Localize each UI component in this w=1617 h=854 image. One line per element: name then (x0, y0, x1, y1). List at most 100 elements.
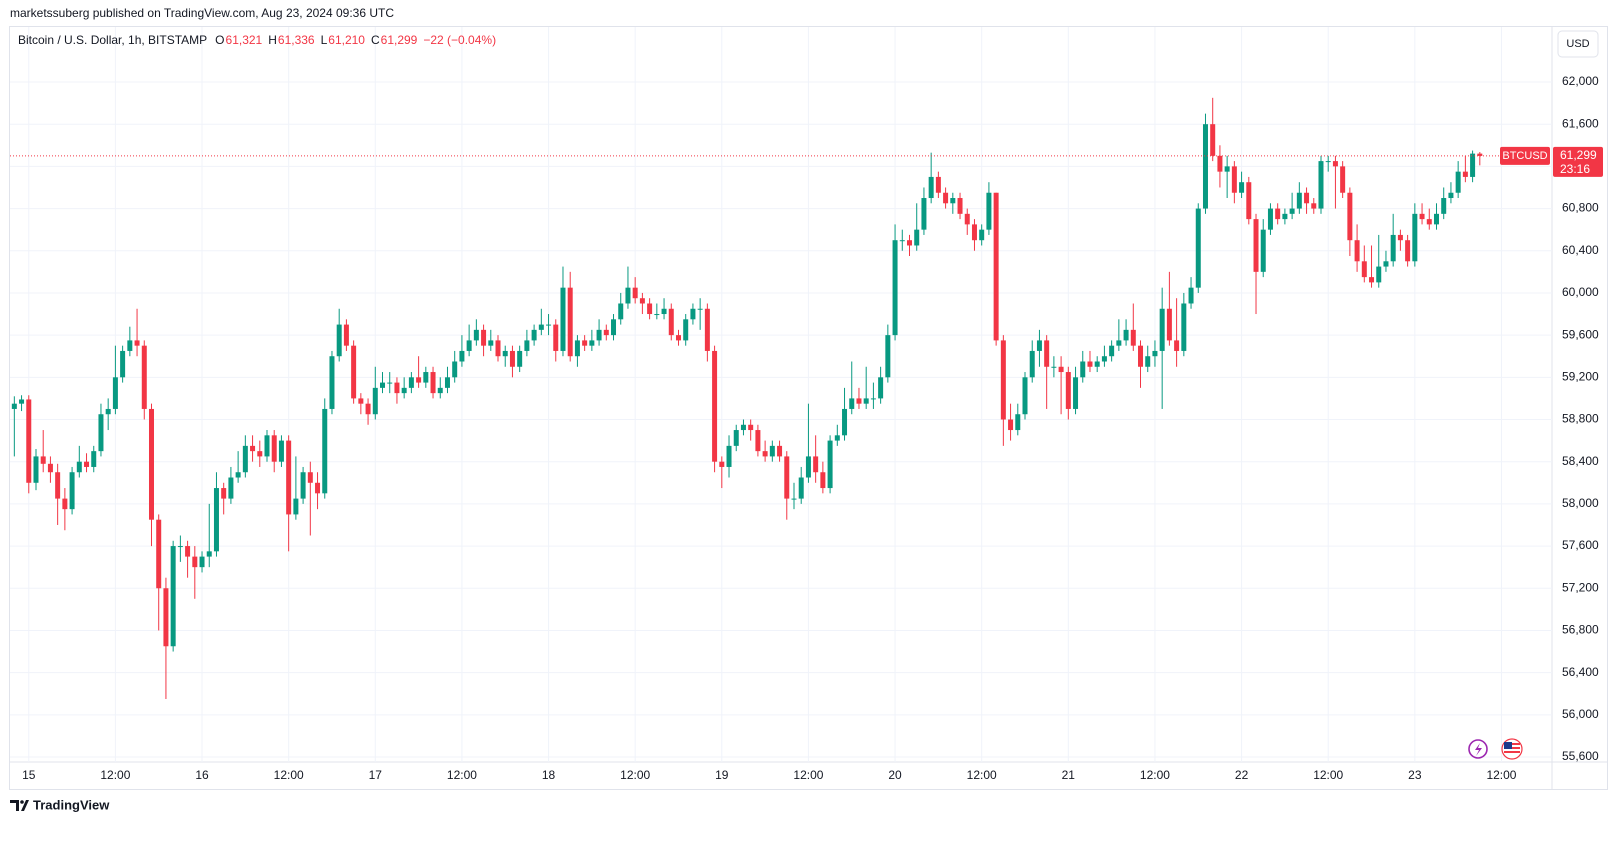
y-tick-label: 58,800 (1562, 412, 1599, 426)
candle-body (105, 408, 111, 415)
candle-body (1036, 340, 1042, 351)
candle-body (322, 408, 328, 494)
candle-body (250, 445, 256, 452)
candle-body (387, 382, 393, 384)
candle-body (1405, 240, 1411, 262)
candle-body (1448, 192, 1454, 199)
y-tick-label: 58,400 (1562, 454, 1599, 468)
candle-body (863, 398, 869, 404)
candle-body (1101, 356, 1107, 362)
candle-body (1412, 213, 1418, 262)
candle-body (1195, 208, 1201, 288)
candle-body (690, 308, 696, 320)
legend-key: O (215, 33, 224, 47)
candle-body (907, 240, 912, 246)
candle-body (112, 377, 118, 409)
candle-body (611, 319, 617, 336)
candle-body (40, 456, 46, 464)
candle-body (1022, 377, 1028, 415)
currency-button-frame[interactable] (1557, 30, 1599, 58)
y-tick-label: 56,800 (1562, 623, 1599, 637)
candle-body (394, 382, 400, 394)
lightning-icon[interactable] (1468, 739, 1488, 759)
candle-body (206, 551, 212, 557)
lightning-circle[interactable] (1468, 739, 1488, 759)
candle-body (69, 472, 75, 510)
candle-body (127, 340, 133, 351)
candle-body (661, 308, 667, 315)
candle-body (1318, 161, 1324, 209)
x-tick-label: 12:00 (447, 768, 477, 782)
candle-body (293, 498, 299, 515)
candle-body (1029, 350, 1035, 378)
candle-body (1296, 192, 1302, 209)
candle-body (1332, 161, 1338, 167)
candle-body (315, 482, 321, 494)
candle-body (307, 472, 313, 483)
candle-body (19, 399, 25, 404)
y-tick-label: 57,200 (1562, 580, 1599, 594)
candle-body (1462, 171, 1468, 177)
candle-body (278, 440, 284, 462)
candle-body (1000, 340, 1006, 420)
candle-body (813, 456, 819, 473)
candle-body (986, 192, 992, 230)
candle-body (416, 377, 422, 383)
legend-value: 61,210 (328, 33, 365, 47)
candle-body (257, 451, 263, 457)
price-tag (1553, 146, 1603, 177)
overlay: 55,600 56,000 56,400 56,800 57,200 57,600 58,0… (10, 33, 1603, 782)
candle-body (1044, 340, 1050, 367)
candle-body (885, 335, 891, 378)
candle-body (1455, 171, 1461, 193)
candle-body (1304, 192, 1310, 204)
candle-body (170, 546, 176, 647)
candle-body (993, 192, 999, 341)
y-tick-label: 60,400 (1562, 243, 1599, 257)
candle-body (755, 430, 761, 452)
candle-body (1073, 377, 1079, 409)
published-note: marketssuberg published on TradingView.c… (10, 6, 394, 20)
logo-dot (20, 800, 24, 804)
candle-body (459, 350, 465, 362)
y-tick-label: 60,000 (1562, 285, 1599, 299)
currency-button[interactable]: USD (1566, 38, 1589, 50)
lightning-bolt[interactable] (1475, 743, 1482, 756)
candle-body (1383, 261, 1389, 267)
candle-body (1289, 208, 1295, 214)
candle-body (769, 445, 775, 457)
candle-body (935, 176, 941, 193)
candle-body (820, 472, 826, 489)
candle-body (517, 350, 523, 367)
candle-body (1347, 192, 1353, 241)
candle-body (1231, 166, 1237, 193)
candle-body (1275, 208, 1281, 220)
candle-body (531, 329, 537, 341)
countdown-label: 23:16 (1560, 162, 1590, 176)
candle-body (1267, 208, 1273, 230)
candle-body (921, 198, 927, 230)
y-tick-label: 56,400 (1562, 665, 1599, 679)
candle-body (199, 556, 205, 568)
flag-icon[interactable] (1501, 738, 1523, 760)
candle-body (567, 287, 573, 357)
x-tick-label: 12:00 (1313, 768, 1343, 782)
candle-body (213, 488, 219, 552)
candle-body (148, 408, 154, 520)
footer-brand: TradingView (33, 797, 110, 812)
candle-body (1224, 166, 1230, 172)
candle-body (242, 445, 248, 473)
candle-body (582, 340, 588, 346)
candle-body (1181, 303, 1187, 351)
candle-body (647, 303, 653, 315)
candle-body (1311, 203, 1317, 209)
candle-body (228, 477, 234, 499)
candle-body (11, 403, 17, 409)
candle-body (979, 229, 985, 241)
candle-body (1419, 213, 1425, 220)
candle-body (560, 287, 566, 351)
x-tick-label: 15 (22, 768, 36, 782)
candle-body (726, 445, 732, 467)
